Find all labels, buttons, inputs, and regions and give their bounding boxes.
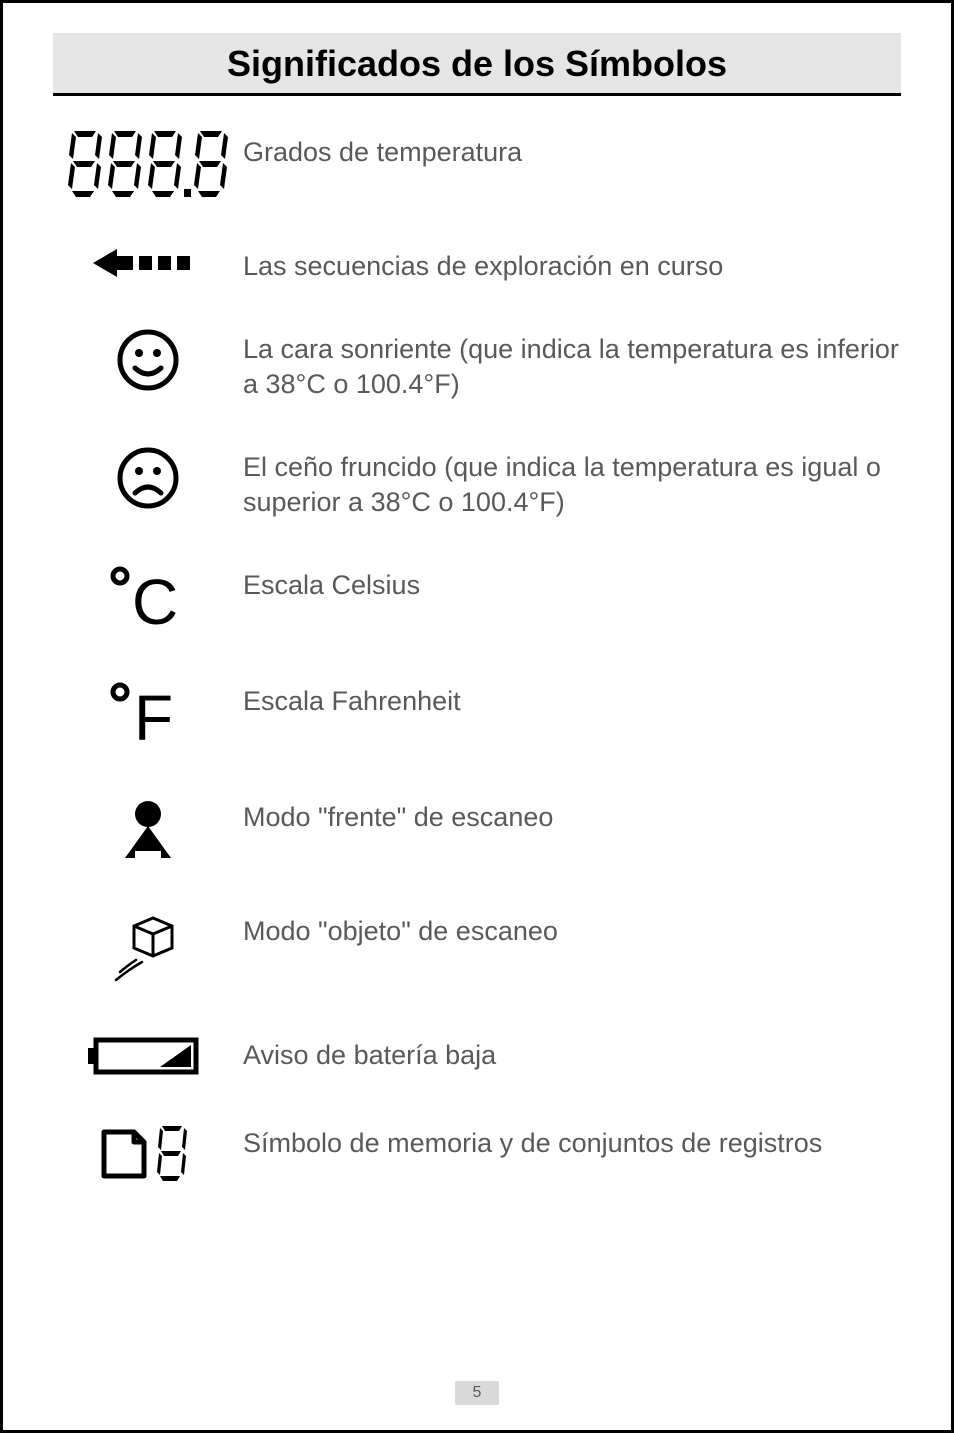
symbol-desc: La cara sonriente (que indica la tempera… bbox=[243, 328, 901, 402]
symbol-row: La cara sonriente (que indica la tempera… bbox=[53, 328, 901, 402]
symbol-row: Aviso de batería baja bbox=[53, 1034, 901, 1078]
symbol-desc: Aviso de batería baja bbox=[243, 1034, 901, 1073]
symbol-row: Modo "objeto" de escaneo bbox=[53, 910, 901, 990]
symbol-row: Modo "frente" de escaneo bbox=[53, 796, 901, 866]
scan-arrow-icon bbox=[53, 245, 243, 281]
symbol-row: Las secuencias de exploración en curso bbox=[53, 245, 901, 284]
section-heading: Significados de los Símbolos bbox=[53, 33, 901, 96]
forehead-mode-icon bbox=[53, 796, 243, 866]
svg-text:F: F bbox=[134, 682, 173, 752]
symbol-desc: Escala Fahrenheit bbox=[243, 680, 901, 719]
symbol-desc: El ceño fruncido (que indica la temperat… bbox=[243, 446, 901, 520]
symbol-row: F Escala Fahrenheit bbox=[53, 680, 901, 752]
object-mode-icon bbox=[53, 910, 243, 990]
symbol-list: Grados de temperatura Las secuencias de … bbox=[53, 131, 901, 1186]
symbol-desc: Modo "frente" de escaneo bbox=[243, 796, 901, 835]
symbol-desc: Las secuencias de exploración en curso bbox=[243, 245, 901, 284]
fahrenheit-icon: F bbox=[53, 680, 243, 752]
symbol-row: C Escala Celsius bbox=[53, 564, 901, 636]
symbol-desc: Símbolo de memoria y de conjuntos de reg… bbox=[243, 1122, 901, 1161]
symbol-desc: Modo "objeto" de escaneo bbox=[243, 910, 901, 949]
svg-text:C: C bbox=[132, 566, 178, 636]
page-number: 5 bbox=[455, 1381, 500, 1405]
celsius-icon: C bbox=[53, 564, 243, 636]
symbol-desc: Escala Celsius bbox=[243, 564, 901, 603]
symbol-row: Grados de temperatura bbox=[53, 131, 901, 201]
low-battery-icon bbox=[53, 1034, 243, 1078]
heading-text: Significados de los Símbolos bbox=[53, 43, 901, 85]
segment-display-icon bbox=[53, 131, 243, 201]
page-number-container: 5 bbox=[3, 1381, 951, 1405]
symbol-desc: Grados de temperatura bbox=[243, 131, 901, 170]
frown-face-icon bbox=[53, 446, 243, 510]
symbol-row: El ceño fruncido (que indica la temperat… bbox=[53, 446, 901, 520]
memory-icon bbox=[53, 1122, 243, 1186]
smile-face-icon bbox=[53, 328, 243, 392]
symbol-row: Símbolo de memoria y de conjuntos de reg… bbox=[53, 1122, 901, 1186]
